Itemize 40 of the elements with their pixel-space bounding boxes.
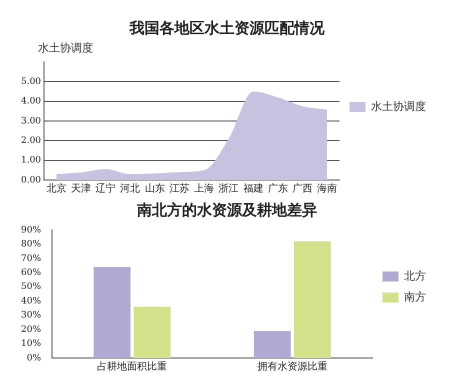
x-tick-label: 北京: [46, 182, 66, 195]
y-tick-label: 70%: [20, 254, 42, 264]
legend-label: 南方: [404, 290, 426, 304]
x-tick-label: 拥有水资源比重: [257, 360, 328, 373]
y-tick-label: 20%: [20, 324, 42, 335]
x-tick-label: 广西: [292, 182, 313, 195]
y-tick-label: 0.00: [20, 175, 42, 186]
x-tick-label: 天津: [70, 182, 91, 195]
x-tick-label: 海南: [317, 182, 338, 195]
legend-label: 北方: [404, 269, 426, 282]
y-tick-label: 40%: [20, 296, 42, 306]
y-tick-label: 1.00: [20, 156, 42, 166]
bar: [294, 241, 331, 358]
y-tick-label: 3.00: [20, 116, 42, 126]
x-tick-label: 占耕地面积比重: [97, 360, 168, 373]
y-tick-label: 80%: [20, 240, 42, 250]
x-tick-label: 河北: [120, 182, 140, 195]
y-tick-label: 50%: [20, 282, 42, 292]
x-tick-label: 山东: [144, 182, 165, 195]
y-tick-label: 30%: [20, 310, 42, 321]
x-tick-label: 福建: [243, 182, 264, 195]
x-tick-label: 辽宁: [96, 182, 116, 195]
y-tick-label: 90%: [20, 225, 42, 236]
y-axis-title: 水土协调度: [38, 41, 93, 54]
chart-title: 我国各地区水土资源匹配情况: [128, 18, 326, 37]
legend-label: 水土协调度: [371, 100, 426, 113]
y-tick-label: 2.00: [20, 136, 42, 146]
bar: [94, 266, 131, 358]
chart-title: 南北方的水资源及耕地差异: [136, 200, 317, 219]
x-tick-label: 江苏: [169, 182, 190, 195]
y-tick-label: 0%: [26, 353, 42, 364]
bar: [134, 306, 171, 358]
y-tick-label: 10%: [20, 339, 42, 350]
x-tick-label: 广东: [268, 182, 288, 195]
y-tick-label: 4.00: [20, 96, 42, 107]
x-tick-label: 浙江: [218, 182, 239, 195]
y-tick-label: 5.00: [20, 77, 42, 88]
bar: [254, 330, 291, 358]
y-tick-label: 60%: [20, 268, 42, 278]
x-tick-label: 上海: [194, 182, 214, 195]
